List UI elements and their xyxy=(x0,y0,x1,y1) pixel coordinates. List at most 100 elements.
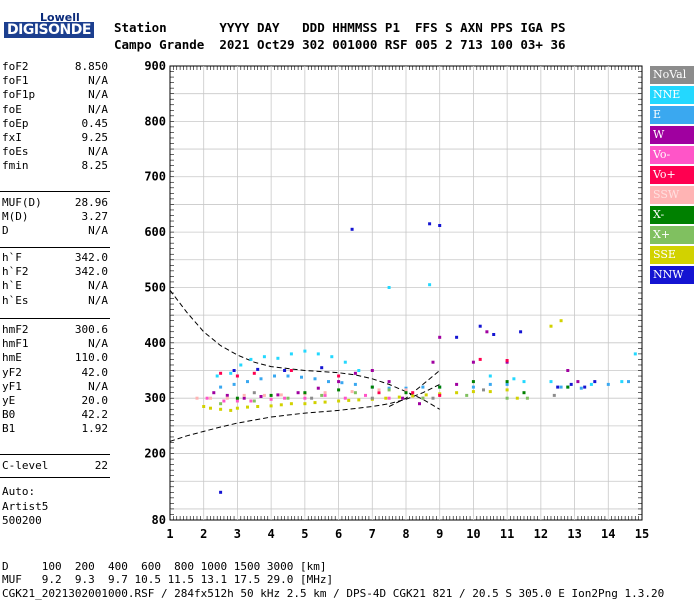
panel-divider xyxy=(0,454,110,455)
param-value: 22 xyxy=(94,459,108,472)
echo-point-sse xyxy=(229,408,233,412)
logo-lowell-text: Lowell xyxy=(40,11,80,24)
echo-point-w xyxy=(431,360,435,364)
echo-point-sse xyxy=(269,404,273,408)
echo-point-e xyxy=(606,382,610,386)
echo-point-nne xyxy=(239,363,243,367)
param-name: yF2 xyxy=(2,365,22,379)
x-tick-label: 4 xyxy=(268,527,275,541)
echo-point-ssw xyxy=(225,396,229,400)
echo-point-sse xyxy=(289,402,293,406)
echo-point-vo- xyxy=(323,393,327,397)
echo-point-nne xyxy=(428,283,432,287)
echo-point-e xyxy=(488,382,492,386)
legend-item-w: W xyxy=(650,126,694,144)
echo-point-e xyxy=(340,381,344,385)
echo-point-e xyxy=(246,380,249,384)
echo-point-w xyxy=(471,360,475,364)
param-value: N/A xyxy=(88,145,108,159)
echo-point-nne xyxy=(289,352,293,356)
echo-point-x- xyxy=(404,391,408,395)
x-tick-label: 2 xyxy=(200,527,207,541)
echo-point-x- xyxy=(421,396,425,400)
echo-point-w xyxy=(296,391,300,395)
echo-point-e xyxy=(353,382,357,386)
param-name: hmE xyxy=(2,351,22,365)
legend-item-vo-: Vo- xyxy=(650,146,694,164)
echo-point-x- xyxy=(303,391,307,395)
param-value: N/A xyxy=(88,74,108,88)
echo-point-vo- xyxy=(283,396,287,400)
echo-point-vo- xyxy=(337,374,341,378)
echo-point-w xyxy=(566,369,570,372)
echo-point-e xyxy=(286,374,290,378)
echo-point-sse xyxy=(424,393,428,397)
echo-point-vo- xyxy=(235,374,239,378)
echo-point-x- xyxy=(235,396,239,400)
x-tick-label: 11 xyxy=(500,527,514,541)
echo-point-x- xyxy=(320,393,324,397)
param-value: 8.850 xyxy=(74,60,108,73)
echo-point-e xyxy=(219,385,223,389)
echo-point-sse xyxy=(549,324,553,328)
echo-point-nnw xyxy=(478,324,482,328)
echo-point-sse xyxy=(256,405,260,408)
echo-point-vo- xyxy=(377,391,381,395)
echo-point-ssw xyxy=(350,390,354,394)
echo-point-sse xyxy=(219,407,223,411)
header-row-1: Station YYYY DAY DDD HHMMSS P1 FFS S AXN… xyxy=(114,20,566,35)
echo-point-x- xyxy=(387,388,391,392)
legend-item-sse: SSE xyxy=(650,246,694,264)
echo-point-e xyxy=(421,385,425,389)
profile-curve-upper xyxy=(169,289,440,410)
echo-point-sse xyxy=(505,388,509,392)
echo-point-vo- xyxy=(505,359,509,362)
echo-point-x- xyxy=(505,396,509,400)
x-tick-label: 7 xyxy=(369,527,376,541)
echo-point-nne xyxy=(262,355,266,359)
param-name: h`Es xyxy=(2,293,29,307)
echo-point-noval xyxy=(431,396,435,400)
echo-point-nnw xyxy=(438,224,442,227)
echo-point-e xyxy=(313,377,317,381)
x-tick-label: 13 xyxy=(567,527,581,541)
echo-point-nne xyxy=(512,377,516,381)
echo-point-vo- xyxy=(411,391,415,395)
param-name: M(D) xyxy=(2,210,29,224)
echo-point-sse xyxy=(279,403,283,407)
y-tick-label: 900 xyxy=(144,59,166,73)
echo-point-nne xyxy=(316,352,320,356)
echo-point-sse xyxy=(559,319,563,323)
param-name: foF2 xyxy=(2,60,29,73)
echo-point-w xyxy=(212,391,216,395)
echo-point-x- xyxy=(370,385,374,389)
echo-point-x- xyxy=(286,396,290,400)
param-value: 0.45 xyxy=(81,116,109,130)
footer-muf-row: MUF 9.2 9.3 9.7 10.5 11.5 13.1 17.5 29.0… xyxy=(2,573,334,586)
x-tick-label: 8 xyxy=(402,527,409,541)
echo-point-nnw xyxy=(455,335,459,339)
param-value: N/A xyxy=(88,88,108,102)
echo-point-w xyxy=(401,396,405,400)
y-tick-label: 500 xyxy=(144,280,166,294)
echo-point-vo- xyxy=(478,357,482,361)
footer-file-info: CGK21_2021302001000.RSF / 284fx512h 50 k… xyxy=(2,587,665,600)
echo-point-nne xyxy=(488,374,492,378)
param-name: foE xyxy=(2,102,22,116)
echo-point-e xyxy=(404,386,408,390)
x-tick-label: 5 xyxy=(301,527,308,541)
echo-point-nne xyxy=(589,382,593,386)
echo-point-sse xyxy=(209,406,212,410)
echo-point-nnw xyxy=(583,385,587,389)
echo-point-ssw xyxy=(195,396,199,400)
legend-item-vo-: Vo+ xyxy=(650,166,694,184)
echo-point-e xyxy=(300,375,303,379)
echo-point-sse xyxy=(438,392,442,396)
echo-point-nne xyxy=(229,371,233,375)
echo-point-nne xyxy=(387,286,391,289)
echo-point-ssw xyxy=(404,388,408,392)
echo-point-ssw xyxy=(242,393,246,397)
echo-point-nnw xyxy=(283,369,287,372)
echo-point-x- xyxy=(337,388,341,392)
param-value: 342.0 xyxy=(74,265,108,279)
